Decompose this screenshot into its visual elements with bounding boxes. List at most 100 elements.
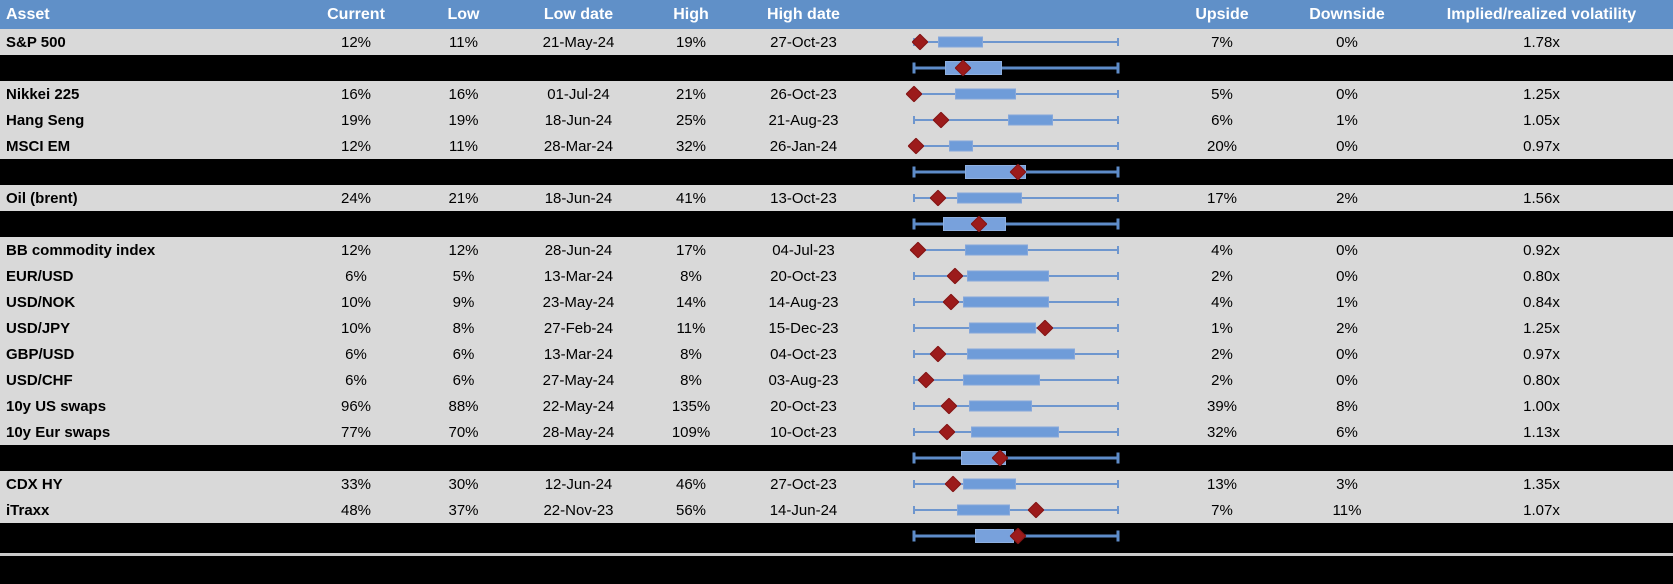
- downside-cell: 1%: [1336, 111, 1358, 129]
- low-cell: 30%: [448, 475, 479, 493]
- table-header-row: Asset Current Low Low date High High dat…: [0, 0, 1673, 29]
- column-header-high-date: High date: [767, 5, 840, 23]
- low-date-cell: 27-Feb-24: [543, 319, 614, 337]
- whisker-right-cap: [1117, 116, 1119, 124]
- asset-row: USD/NOK 10% 9% 23-May-24 14% 14-Aug-23 4% 1% 0.8…: [0, 289, 1673, 315]
- range-plot-cell: [871, 133, 1160, 159]
- low-cell: 16%: [448, 85, 479, 103]
- whisker-right-cap: [1117, 428, 1119, 436]
- range-plot-cell: [871, 55, 1160, 81]
- bottom-black-band: [0, 549, 1673, 584]
- asset-name-cell: Nikkei 225: [6, 85, 80, 103]
- downside-cell: 2%: [1336, 189, 1358, 207]
- implied-realized-cell: 0.80x: [1523, 267, 1560, 285]
- current-cell: 24%: [340, 189, 372, 207]
- range-plot-cell: [871, 419, 1160, 445]
- upside-cell: 32%: [1206, 423, 1238, 441]
- downside-cell: 11%: [1332, 501, 1362, 519]
- low-date-cell: 27-May-24: [542, 371, 615, 389]
- column-header-high: High: [673, 5, 709, 23]
- current-level-diamond-marker: [932, 111, 950, 129]
- implied-realized-cell: 1.05x: [1523, 111, 1560, 129]
- implied-realized-cell: 1.56x: [1523, 189, 1560, 207]
- downside-cell: 0%: [1336, 241, 1358, 259]
- high-date-cell: 26-Oct-23: [770, 85, 837, 103]
- low-cell: 11%: [449, 33, 478, 51]
- asset-name-cell: USD/JPY: [6, 319, 71, 337]
- downside-cell: 0%: [1336, 371, 1358, 389]
- whisker-right-cap: [1117, 246, 1119, 254]
- high-cell: 21%: [675, 85, 707, 103]
- upside-cell: 2%: [1211, 267, 1233, 285]
- range-whisker: [914, 509, 1118, 511]
- high-date-cell: 04-Jul-23: [772, 241, 835, 259]
- high-cell: 56%: [675, 501, 707, 519]
- downside-cell: 0%: [1336, 33, 1358, 51]
- whisker-right-cap: [1117, 376, 1119, 384]
- upside-cell: 2%: [1211, 345, 1233, 363]
- whisker-left-cap: [913, 480, 915, 488]
- low-cell: 70%: [448, 423, 479, 441]
- implied-realized-cell: 0.80x: [1523, 371, 1560, 389]
- whisker-left-cap: [913, 506, 915, 514]
- high-date-cell: 14-Aug-23: [768, 293, 839, 311]
- whisker-right-cap: [1117, 298, 1119, 306]
- low-date-cell: 21-May-24: [542, 33, 615, 51]
- range-plot-cell: [871, 263, 1160, 289]
- low-date-cell: 13-Mar-24: [543, 345, 614, 363]
- whisker-left-cap: [912, 530, 916, 542]
- low-date-cell: 28-Mar-24: [543, 137, 614, 155]
- asset-name-cell: USD/NOK: [6, 293, 76, 311]
- asset-row: BB commodity index 12% 12% 28-Jun-24 17% 04-J…: [0, 237, 1673, 263]
- range-plot-cell: [871, 497, 1160, 523]
- implied-realized-cell: 0.92x: [1523, 241, 1560, 259]
- high-date-cell: 26-Jan-24: [769, 137, 838, 155]
- asset-name-cell: USD/CHF: [6, 371, 73, 389]
- downside-cell: 0%: [1336, 137, 1358, 155]
- implied-realized-cell: 0.84x: [1523, 293, 1560, 311]
- high-date-cell: 03-Aug-23: [768, 371, 839, 389]
- whisker-left-cap: [913, 428, 915, 436]
- column-header-low: Low: [447, 5, 480, 23]
- range-plot-cell: [871, 445, 1160, 471]
- whisker-right-cap: [1117, 90, 1119, 98]
- range-whisker: [914, 66, 1118, 70]
- upside-cell: 2%: [1211, 371, 1233, 389]
- low-cell: 6%: [452, 345, 475, 363]
- high-cell: 11%: [676, 319, 706, 337]
- current-level-diamond-marker: [942, 293, 960, 311]
- upside-cell: 20%: [1206, 137, 1238, 155]
- asset-row: EUR/USD 6% 5% 13-Mar-24 8% 20-Oct-23 2% 0% 0.80x: [0, 263, 1673, 289]
- implied-realized-cell: 0.97x: [1523, 137, 1560, 155]
- downside-cell: 0%: [1336, 85, 1358, 103]
- downside-cell: 0%: [1336, 345, 1358, 363]
- low-cell: 9%: [452, 293, 475, 311]
- high-date-cell: 21-Aug-23: [768, 111, 839, 129]
- range-box: [967, 348, 1076, 360]
- current-level-diamond-marker: [909, 241, 927, 259]
- current-cell: 96%: [340, 397, 372, 415]
- column-header-implied-realized: Implied/realized volatility: [1446, 5, 1637, 23]
- implied-realized-cell: 1.13x: [1523, 423, 1560, 441]
- asset-row: CDX HY 33% 30% 12-Jun-24 46% 27-Oct-23 13% 3% 1.…: [0, 471, 1673, 497]
- low-date-cell: 28-Jun-24: [544, 241, 613, 259]
- table-body: S&P 500 12% 11% 21-May-24 19% 27-Oct-23 7% 0% 1.…: [0, 29, 1673, 549]
- whisker-right-cap: [1117, 142, 1119, 150]
- current-cell: 77%: [340, 423, 372, 441]
- low-cell: 11%: [449, 137, 478, 155]
- whisker-right-cap: [1117, 480, 1119, 488]
- upside-cell: 7%: [1211, 501, 1233, 519]
- range-box: [971, 426, 1059, 438]
- range-plot-cell: [871, 107, 1160, 133]
- high-date-cell: 20-Oct-23: [770, 267, 837, 285]
- high-date-cell: 14-Jun-24: [769, 501, 838, 519]
- whisker-right-cap: [1116, 452, 1120, 464]
- range-whisker: [914, 41, 1118, 43]
- range-plot-cell: [871, 341, 1160, 367]
- high-date-cell: 27-Oct-23: [770, 33, 837, 51]
- whisker-left-cap: [913, 376, 915, 384]
- range-plot-cell: [871, 185, 1160, 211]
- low-date-cell: 18-Jun-24: [544, 189, 613, 207]
- asset-row: Oil (brent) 24% 21% 18-Jun-24 41% 13-Oct-23 17…: [0, 185, 1673, 211]
- range-whisker: [914, 222, 1118, 226]
